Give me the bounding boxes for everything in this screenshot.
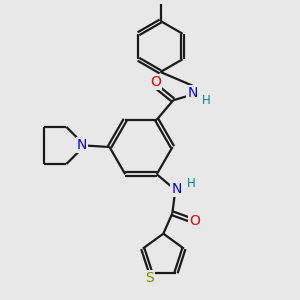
Text: O: O — [189, 214, 200, 228]
Text: H: H — [187, 177, 195, 190]
Text: H: H — [202, 94, 211, 107]
Text: N: N — [171, 182, 182, 196]
Text: S: S — [145, 271, 154, 285]
Text: N: N — [77, 138, 87, 152]
Text: N: N — [188, 86, 198, 100]
Text: O: O — [150, 75, 161, 89]
